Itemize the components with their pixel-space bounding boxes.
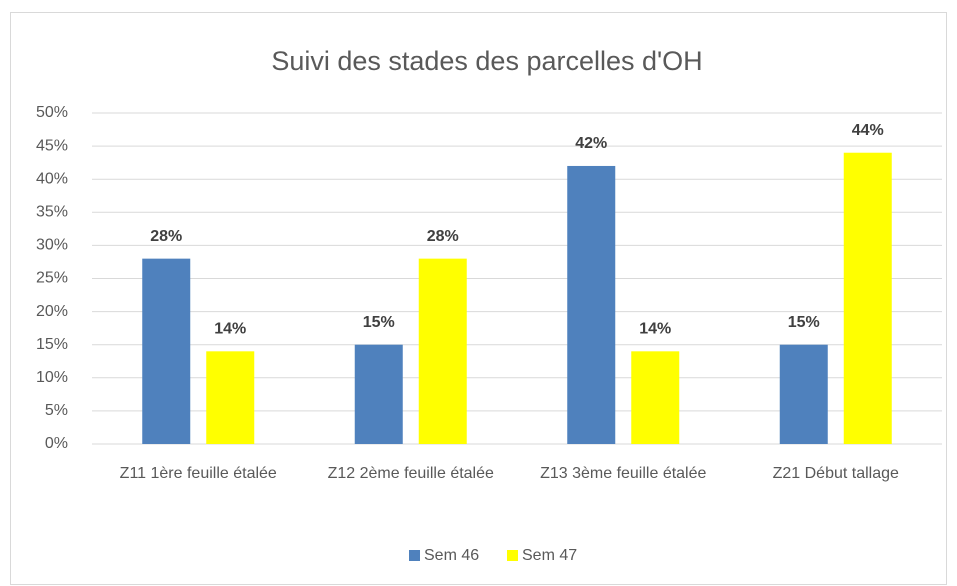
x-tick-label: Z21 Début tallage <box>772 465 899 482</box>
y-tick-label: 35% <box>36 204 68 221</box>
y-tick-label: 50% <box>36 104 68 121</box>
bar <box>354 344 403 444</box>
data-label: 28% <box>427 228 459 245</box>
bar <box>418 258 467 444</box>
data-label: 15% <box>788 314 820 331</box>
y-tick-label: 45% <box>36 137 68 154</box>
y-tick-label: 30% <box>36 237 68 254</box>
data-label: 14% <box>214 321 246 338</box>
legend-label: Sem 47 <box>522 547 577 564</box>
y-tick-label: 20% <box>36 303 68 320</box>
bar <box>567 165 616 444</box>
bar <box>142 258 191 444</box>
x-tick-label: Z11 1ère feuille étalée <box>119 465 277 482</box>
y-tick-label: 40% <box>36 170 68 187</box>
bar <box>206 351 255 444</box>
x-tick-label: Z13 3ème feuille étalée <box>540 465 707 482</box>
bar <box>843 152 892 444</box>
data-label: 42% <box>575 135 607 152</box>
x-tick-label: Z12 2ème feuille étalée <box>327 465 494 482</box>
y-tick-label: 25% <box>36 270 68 287</box>
bar <box>779 344 828 444</box>
data-label: 15% <box>363 314 395 331</box>
y-tick-label: 15% <box>36 336 68 353</box>
legend-swatch <box>507 550 518 561</box>
chart-title: Suivi des stades des parcelles d'OH <box>271 46 702 76</box>
legend-swatch <box>409 550 420 561</box>
y-tick-label: 0% <box>45 435 68 452</box>
bar <box>631 351 680 444</box>
legend-label: Sem 46 <box>424 547 479 564</box>
data-label: 14% <box>639 321 671 338</box>
y-tick-label: 5% <box>45 402 68 419</box>
y-tick-label: 10% <box>36 369 68 386</box>
data-label: 28% <box>150 228 182 245</box>
data-label: 44% <box>852 122 884 139</box>
